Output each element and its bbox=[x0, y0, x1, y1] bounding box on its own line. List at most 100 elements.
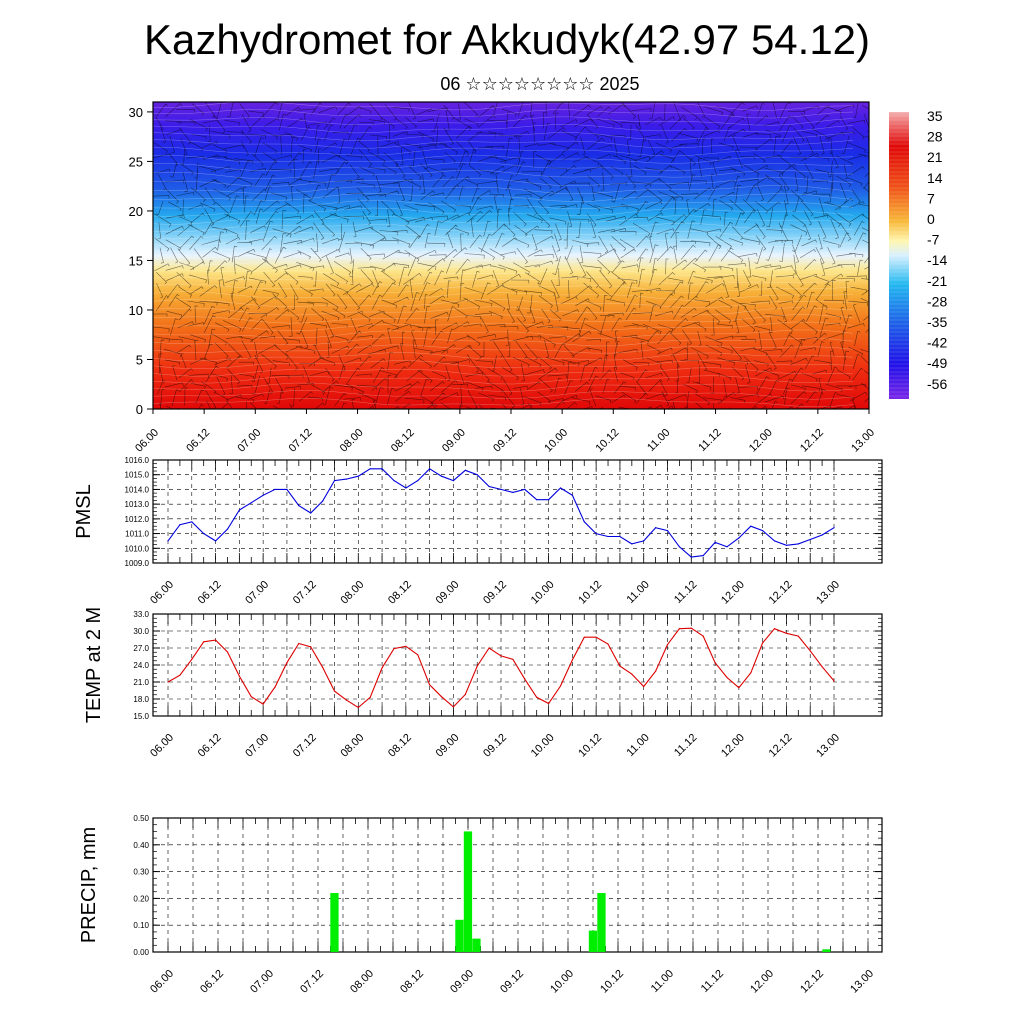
data-point bbox=[714, 662, 716, 664]
y-tick-label: 1016.0 bbox=[125, 456, 150, 465]
data-point bbox=[524, 678, 526, 680]
data-point bbox=[785, 544, 788, 546]
y-tick-label: 1009.0 bbox=[125, 559, 150, 568]
data-point bbox=[191, 521, 193, 523]
x-tick-label: 12.12 bbox=[767, 732, 795, 760]
x-tick-label: 06.00 bbox=[148, 732, 176, 760]
x-tick-label: 11.12 bbox=[672, 579, 699, 606]
y-tick-label: 15.0 bbox=[133, 712, 149, 721]
x-tick-label: 12.00 bbox=[748, 968, 776, 996]
x-tick-label: 07.00 bbox=[243, 732, 271, 760]
plot-frame bbox=[152, 459, 883, 564]
precip-bar bbox=[472, 938, 481, 952]
x-tick-label: 07.00 bbox=[243, 579, 271, 607]
data-point bbox=[643, 540, 645, 542]
precip-bar bbox=[822, 949, 831, 952]
data-point bbox=[714, 541, 716, 544]
data-point bbox=[655, 527, 657, 529]
data-point bbox=[595, 533, 597, 535]
y-tick-label: 30.0 bbox=[133, 627, 149, 636]
y-tick-label: 15 bbox=[129, 253, 143, 268]
data-point bbox=[821, 534, 823, 536]
data-point bbox=[345, 478, 347, 480]
data-point bbox=[310, 512, 312, 514]
data-point bbox=[631, 673, 633, 675]
data-point bbox=[500, 655, 502, 657]
x-tick-label: 08.12 bbox=[386, 579, 414, 607]
x-tick-label: 12.00 bbox=[719, 579, 747, 607]
data-point bbox=[167, 540, 169, 542]
x-tick-label: 13.00 bbox=[814, 732, 842, 760]
y-tick-label: 1015.0 bbox=[125, 471, 150, 480]
data-point bbox=[690, 627, 692, 629]
data-point bbox=[417, 480, 419, 482]
data-point bbox=[702, 635, 704, 637]
x-tick-label: 13.00 bbox=[849, 427, 877, 455]
x-tick-label: 08.12 bbox=[386, 732, 414, 760]
data-point bbox=[738, 537, 740, 539]
data-point bbox=[750, 672, 752, 674]
x-tick-label: 10.12 bbox=[598, 968, 626, 996]
data-point bbox=[583, 636, 585, 638]
data-point bbox=[678, 628, 681, 630]
data-point bbox=[440, 696, 443, 698]
y-tick-label: 0.10 bbox=[133, 921, 149, 930]
data-point bbox=[393, 648, 395, 650]
x-tick-label: 06.00 bbox=[148, 968, 176, 996]
y-tick-label: 24.0 bbox=[133, 661, 149, 670]
x-tick-label: 09.00 bbox=[448, 968, 476, 996]
y-tick-label: 1010.0 bbox=[125, 544, 150, 553]
y-tick-label: 18.0 bbox=[133, 695, 149, 704]
x-tick-label: 08.12 bbox=[389, 427, 417, 455]
data-point bbox=[262, 703, 264, 705]
data-point bbox=[785, 632, 788, 634]
page-title: Kazhydromet for Akkudyk(42.97 54.12) bbox=[143, 16, 871, 63]
data-point bbox=[369, 468, 371, 470]
data-point bbox=[298, 642, 300, 645]
cross-section-y-axis: 0 5 10 15 20 25 30 bbox=[129, 105, 153, 417]
y-tick-label: 33.0 bbox=[133, 610, 149, 619]
y-tick-label: 10 bbox=[129, 303, 143, 318]
data-point bbox=[809, 650, 811, 652]
data-point bbox=[797, 543, 799, 545]
x-tick-label: 10.00 bbox=[529, 732, 557, 760]
data-point bbox=[179, 674, 181, 676]
x-tick-label: 12.12 bbox=[798, 427, 826, 455]
data-point bbox=[500, 488, 502, 490]
data-point bbox=[322, 666, 324, 668]
x-tick-label: 11.12 bbox=[696, 427, 723, 454]
data-point bbox=[310, 646, 312, 648]
data-point bbox=[726, 676, 728, 679]
data-point bbox=[666, 530, 669, 532]
colorbar-label: -21 bbox=[927, 273, 947, 289]
y-tick-label: 1013.0 bbox=[125, 500, 150, 509]
data-point bbox=[678, 546, 681, 548]
data-point bbox=[773, 628, 776, 630]
data-point bbox=[238, 675, 240, 677]
data-point bbox=[429, 684, 431, 686]
data-point bbox=[167, 681, 169, 683]
data-point bbox=[381, 667, 383, 669]
data-point bbox=[571, 659, 574, 661]
colorbar-labels: 35 28 21 14 7 0 -7 -14 -21 -28 -35 -42 -49 -56 bbox=[927, 108, 947, 392]
x-tick-label: 12.12 bbox=[767, 579, 795, 607]
y-tick-label: 0.00 bbox=[133, 948, 149, 957]
precip-bar bbox=[597, 893, 606, 952]
data-point bbox=[631, 543, 633, 545]
x-tick-label: 06.12 bbox=[196, 732, 224, 760]
data-point bbox=[833, 680, 835, 682]
x-tick-label: 10.00 bbox=[529, 579, 557, 607]
isotherm-lines bbox=[153, 102, 854, 408]
data-point bbox=[548, 499, 550, 501]
data-point bbox=[821, 666, 823, 668]
data-point bbox=[226, 528, 229, 530]
y-tick-label: 20 bbox=[129, 204, 143, 219]
data-point bbox=[619, 535, 621, 538]
x-tick-label: 07.12 bbox=[291, 732, 319, 760]
x-tick-label: 06.00 bbox=[133, 427, 161, 455]
wind-barb-field bbox=[153, 102, 869, 409]
data-point bbox=[750, 525, 752, 527]
x-tick-label: 06.00 bbox=[148, 579, 176, 607]
x-tick-label: 11.12 bbox=[699, 968, 726, 995]
data-point bbox=[702, 555, 704, 557]
